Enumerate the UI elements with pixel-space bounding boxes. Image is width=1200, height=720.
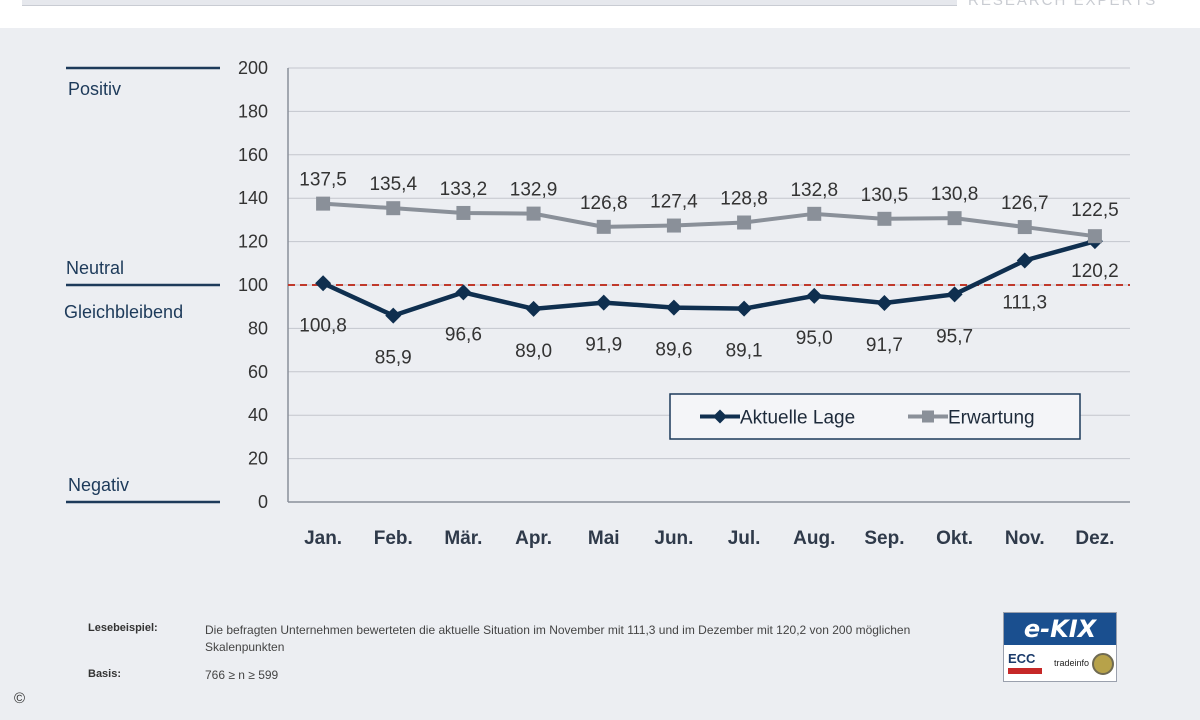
x-tick-label: Okt.: [936, 528, 973, 549]
y-tick-label: 140: [238, 188, 268, 208]
data-label: 91,9: [585, 335, 622, 356]
data-point-erwartung: [807, 206, 822, 221]
data-label: 95,0: [796, 328, 833, 349]
copyright-icon: ©: [14, 690, 26, 707]
legend-label-erwartung: Erwartung: [948, 408, 1035, 429]
zone-label-negative: Negativ: [68, 475, 129, 495]
data-point-aktuelle-lage: [876, 295, 893, 312]
x-tick-label: Jun.: [654, 528, 693, 549]
data-label: 128,8: [720, 189, 768, 210]
data-label: 132,9: [510, 180, 558, 201]
data-point-aktuelle-lage: [385, 307, 402, 324]
brand-tag: RESEARCH EXPERTS: [968, 0, 1158, 9]
y-tick-label: 0: [258, 492, 268, 512]
zone-label-constant: Gleichbleibend: [64, 302, 183, 322]
reading-example-text: Die befragten Unternehmen bewerteten die…: [205, 623, 911, 654]
line-chart: 0 20 40 60 80 100 120 140 160 180 200 Jan. Feb. Mär. A…: [64, 58, 1130, 549]
x-tick-label: Mai: [588, 528, 620, 549]
ekix-logo: e-KIX ECC tradeinfo: [1003, 612, 1117, 682]
data-point-erwartung: [386, 201, 401, 216]
series-line-aktuelle-lage: [322, 238, 1096, 319]
data-label: 135,4: [369, 174, 417, 195]
y-tick-label: 60: [248, 362, 268, 382]
data-point-aktuelle-lage: [315, 275, 332, 292]
y-tick-label: 100: [238, 275, 268, 295]
data-label: 89,1: [726, 341, 763, 362]
data-label: 127,4: [650, 192, 698, 213]
data-label: 95,7: [936, 326, 973, 347]
x-tick-label: Sep.: [864, 528, 904, 549]
legend-marker-erwartung: [922, 410, 934, 423]
x-tick-label: Aug.: [793, 528, 835, 549]
data-label: 100,8: [299, 315, 347, 336]
data-label: 132,8: [790, 180, 838, 201]
data-label: 130,8: [931, 184, 979, 205]
data-point-aktuelle-lage: [1016, 252, 1033, 269]
y-tick-label: 160: [238, 145, 268, 165]
data-point-erwartung: [666, 218, 681, 233]
y-tick-label: 200: [238, 58, 268, 78]
data-label: 122,5: [1071, 200, 1119, 221]
data-label: 126,7: [1001, 193, 1049, 214]
data-point-erwartung: [526, 206, 541, 221]
x-tick-label: Nov.: [1005, 528, 1045, 549]
data-point-aktuelle-lage: [946, 286, 963, 303]
y-tick-label: 20: [248, 449, 268, 469]
x-tick-label: Dez.: [1075, 528, 1114, 549]
data-point-aktuelle-lage: [736, 300, 753, 317]
series-line-erwartung: [322, 201, 1096, 239]
basis-label: Basis:: [88, 668, 122, 680]
logo-ecc: ECC: [1008, 651, 1036, 666]
x-tick-label: Feb.: [374, 528, 413, 549]
data-label: 111,3: [1002, 292, 1047, 313]
x-tick-label: Jul.: [728, 528, 761, 549]
data-point-erwartung: [947, 211, 962, 226]
logo-ecc-bar: [1008, 668, 1042, 674]
data-label: 130,5: [861, 185, 909, 206]
reading-example-label: Lesebeispiel:: [88, 622, 158, 634]
data-point-erwartung: [1017, 220, 1032, 235]
data-point-aktuelle-lage: [806, 287, 823, 304]
top-strip: RESEARCH EXPERTS: [0, 0, 1200, 28]
data-label: 133,2: [440, 179, 488, 200]
x-tick-label: Apr.: [515, 528, 552, 549]
x-tick-label: Jan.: [304, 528, 342, 549]
data-point-aktuelle-lage: [665, 299, 682, 316]
data-point-aktuelle-lage: [595, 294, 612, 311]
y-tick-label: 40: [248, 405, 268, 425]
y-tick-label: 120: [238, 232, 268, 252]
data-point-erwartung: [877, 211, 892, 226]
data-point-aktuelle-lage: [455, 284, 472, 301]
data-label: 89,0: [515, 341, 552, 362]
data-label: 120,2: [1071, 261, 1119, 282]
zone-label-positive: Positiv: [68, 79, 121, 99]
data-point-erwartung: [316, 196, 331, 211]
data-label: 91,7: [866, 335, 903, 356]
data-label: 85,9: [375, 348, 412, 369]
legend-label-aktuelle-lage: Aktuelle Lage: [740, 408, 855, 429]
data-point-erwartung: [1087, 229, 1102, 244]
logo-partner: tradeinfo: [1054, 658, 1090, 668]
legend-marker-aktuelle-lage: [713, 409, 727, 424]
chart-panel: 0 20 40 60 80 100 120 140 160 180 200 Jan. Feb. Mär. A…: [0, 28, 1200, 720]
data-point-erwartung: [596, 219, 611, 234]
y-tick-label: 80: [248, 318, 268, 338]
data-label: 126,8: [580, 193, 628, 214]
data-label: 96,6: [445, 324, 482, 345]
seal-icon: [1092, 653, 1114, 675]
basis-text: 766 ≥ n ≥ 599: [205, 668, 279, 682]
data-label: 89,6: [655, 340, 692, 361]
zone-label-neutral: Neutral: [66, 258, 124, 278]
data-point-aktuelle-lage: [525, 300, 542, 317]
data-label: 137,5: [299, 170, 347, 191]
x-tick-label: Mär.: [444, 528, 482, 549]
data-point-erwartung: [737, 215, 752, 230]
y-tick-label: 180: [238, 101, 268, 121]
data-point-erwartung: [456, 205, 471, 220]
logo-wordmark: e-KIX: [1004, 613, 1116, 645]
top-bar: [22, 0, 957, 6]
